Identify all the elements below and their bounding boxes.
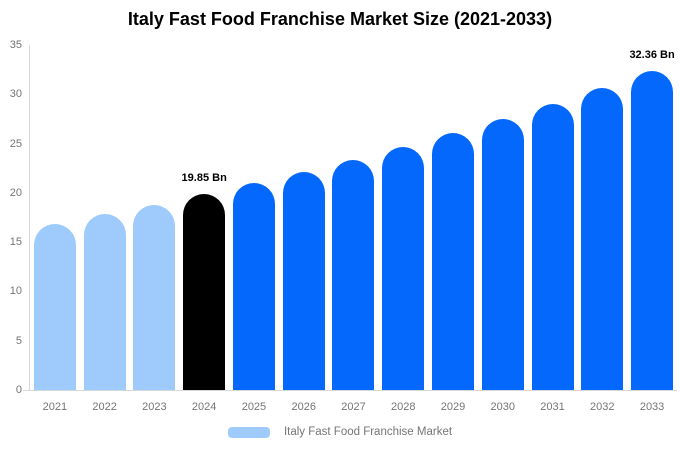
- bar-slot-2023: 2023: [130, 45, 180, 413]
- x-axis-label-2021: 2021: [42, 401, 68, 413]
- x-axis-label-2023: 2023: [142, 401, 167, 413]
- x-axis-label-2031: 2031: [540, 401, 565, 413]
- bar-2021[interactable]: [33, 223, 76, 390]
- bar-slot-2031: 2031: [528, 45, 578, 413]
- x-axis-label-2032: 2032: [590, 401, 615, 413]
- bar-2026[interactable]: [282, 171, 325, 390]
- bar-slot-2026: 2026: [279, 45, 329, 413]
- bar-slot-2033: 32.36 Bn 2033: [627, 45, 677, 413]
- bar-slot-2028: 2028: [378, 45, 428, 413]
- bar-2028[interactable]: [382, 146, 425, 390]
- bar-2032[interactable]: [581, 87, 624, 390]
- y-axis-tick-label: 5: [15, 334, 22, 347]
- bar-slot-2029: 2029: [428, 45, 478, 413]
- bar-slot-2021: 2021: [30, 45, 80, 413]
- bar-slot-2030: 2030: [478, 45, 528, 413]
- bar-2023[interactable]: [133, 204, 176, 390]
- y-axis-tick-mark: [23, 390, 29, 391]
- data-label-2024: 19.85 Bn: [181, 172, 227, 185]
- chart-title: Italy Fast Food Franchise Market Size (2…: [127, 9, 553, 29]
- y-axis-tick-label: 30: [9, 88, 22, 101]
- x-axis-label-2022: 2022: [92, 401, 117, 413]
- legend-label: Italy Fast Food Franchise Market: [283, 426, 453, 438]
- y-axis-tick-label: 10: [9, 285, 22, 298]
- legend-swatch-icon: [227, 426, 270, 438]
- legend: Italy Fast Food Franchise Market: [0, 426, 680, 438]
- legend-item[interactable]: Italy Fast Food Franchise Market: [227, 426, 453, 438]
- bar-slot-2027: 2027: [329, 45, 379, 413]
- x-axis-label-2033: 2033: [639, 401, 665, 413]
- x-axis-label-2027: 2027: [341, 401, 366, 413]
- y-axis-tick-label: 0: [15, 384, 22, 396]
- bar-slot-2024: 19.85 Bn 2024: [179, 45, 229, 413]
- x-axis-label-2030: 2030: [490, 401, 516, 413]
- bar-slot-2032: 2032: [577, 45, 627, 413]
- bar-2024[interactable]: [183, 194, 226, 390]
- bar-2025[interactable]: [232, 183, 275, 390]
- y-axis-tick-label: 35: [9, 39, 22, 51]
- bar-2029[interactable]: [432, 133, 474, 390]
- x-axis-label-2028: 2028: [390, 401, 416, 413]
- bar-slot-2022: 2022: [80, 45, 130, 413]
- bar-2030[interactable]: [481, 118, 524, 390]
- bar-2031[interactable]: [531, 103, 574, 390]
- bar-2027[interactable]: [332, 159, 375, 390]
- bar-2033[interactable]: [631, 71, 674, 390]
- x-axis-label-2024: 2024: [191, 401, 217, 413]
- bar-slot-2025: 2025: [229, 45, 279, 413]
- y-axis-tick-label: 20: [9, 186, 22, 199]
- y-axis-tick-label: 25: [9, 137, 22, 150]
- x-axis-label-2026: 2026: [291, 401, 316, 413]
- plot-area: 2021 2022 2023 19.85 Bn 2024 2025 2026 2027 2028…: [29, 45, 677, 413]
- x-axis-label-2025: 2025: [241, 401, 267, 413]
- y-axis-tick-label: 15: [9, 236, 22, 249]
- bar-2022[interactable]: [83, 214, 126, 390]
- x-axis-label-2029: 2029: [440, 401, 466, 413]
- data-label-2033: 32.36 Bn: [629, 49, 675, 61]
